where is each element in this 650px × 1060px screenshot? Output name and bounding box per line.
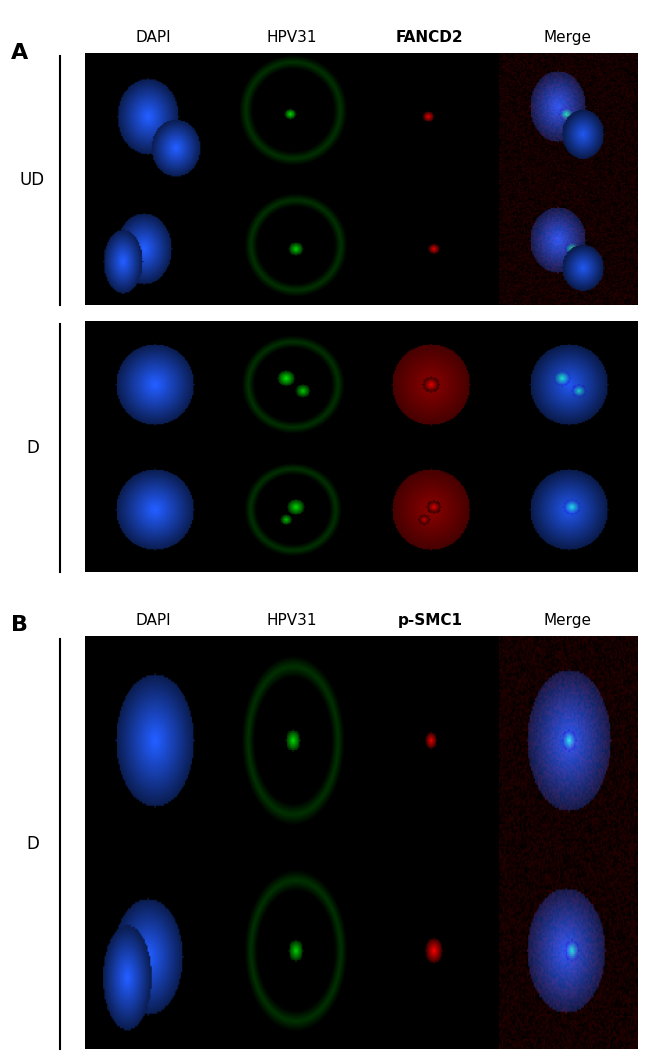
Text: DAPI: DAPI xyxy=(136,613,172,628)
Text: B: B xyxy=(11,616,28,635)
Text: HPV31: HPV31 xyxy=(266,613,317,628)
Text: HPV31: HPV31 xyxy=(266,30,317,45)
Text: Merge: Merge xyxy=(544,30,592,45)
Text: A: A xyxy=(11,43,29,63)
Text: Merge: Merge xyxy=(544,613,592,628)
Text: UD: UD xyxy=(20,172,45,190)
Text: FANCD2: FANCD2 xyxy=(396,30,463,45)
Text: p-SMC1: p-SMC1 xyxy=(397,613,462,628)
Text: D: D xyxy=(26,835,39,853)
Text: DAPI: DAPI xyxy=(136,30,172,45)
Text: D: D xyxy=(26,439,39,457)
